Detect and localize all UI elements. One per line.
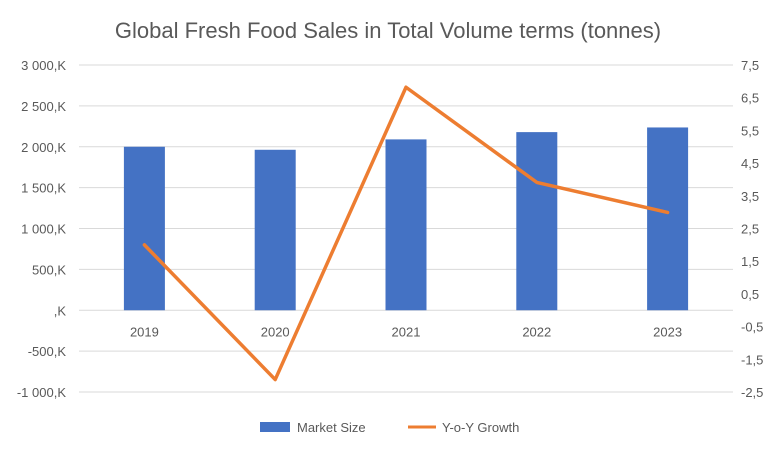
- left-tick-label: 2 500,K: [21, 99, 66, 114]
- right-tick-label: -0,5: [741, 320, 763, 335]
- bar-2023: [647, 127, 689, 311]
- right-tick-label: 1,5: [741, 254, 759, 269]
- right-tick-label: 6,5: [741, 91, 759, 106]
- legend-label-market-size: Market Size: [297, 420, 366, 435]
- left-tick-label: -1 000,K: [17, 385, 66, 400]
- left-tick-label: 1 500,K: [21, 181, 66, 196]
- bar-2020: [254, 149, 296, 311]
- chart-title: Global Fresh Food Sales in Total Volume …: [115, 18, 661, 43]
- right-tick-label: -2,5: [741, 385, 763, 400]
- right-tick-label: 3,5: [741, 189, 759, 204]
- right-tick-label: 4,5: [741, 156, 759, 171]
- left-tick-label: 500,K: [32, 262, 66, 277]
- legend: Market Size Y-o-Y Growth: [260, 420, 519, 435]
- line-series: [142, 85, 670, 382]
- left-tick-label: 2 000,K: [21, 140, 66, 155]
- bar-2019: [123, 146, 165, 311]
- right-tick-label: 5,5: [741, 123, 759, 138]
- legend-label-yoy-growth: Y-o-Y Growth: [442, 420, 519, 435]
- x-tick-label: 2023: [653, 324, 682, 339]
- x-axis-labels: 2019 2020 2021 2022 2023: [130, 324, 682, 339]
- bar-2021: [385, 139, 427, 311]
- left-tick-label: 3 000,K: [21, 58, 66, 73]
- x-tick-label: 2019: [130, 324, 159, 339]
- right-axis-labels: -2,5 -1,5 -0,5 0,5 1,5 2,5 3,5 4,5 5,5 6,5 7,5: [741, 58, 763, 400]
- x-tick-label: 2022: [522, 324, 551, 339]
- left-tick-label: ,K: [54, 303, 67, 318]
- left-tick-label: -500,K: [28, 344, 67, 359]
- left-tick-label: 1 000,K: [21, 222, 66, 237]
- left-axis-labels: -1 000,K -500,K ,K 500,K 1 000,K 1 500,K 2 000…: [17, 58, 66, 400]
- right-tick-label: 7,5: [741, 58, 759, 73]
- bar-series: [123, 127, 689, 311]
- x-tick-label: 2021: [392, 324, 421, 339]
- bar-2022: [516, 132, 558, 311]
- x-tick-label: 2020: [261, 324, 290, 339]
- right-tick-label: 0,5: [741, 287, 759, 302]
- right-tick-label: -1,5: [741, 352, 763, 367]
- legend-swatch-market-size: [260, 422, 290, 432]
- right-tick-label: 2,5: [741, 222, 759, 237]
